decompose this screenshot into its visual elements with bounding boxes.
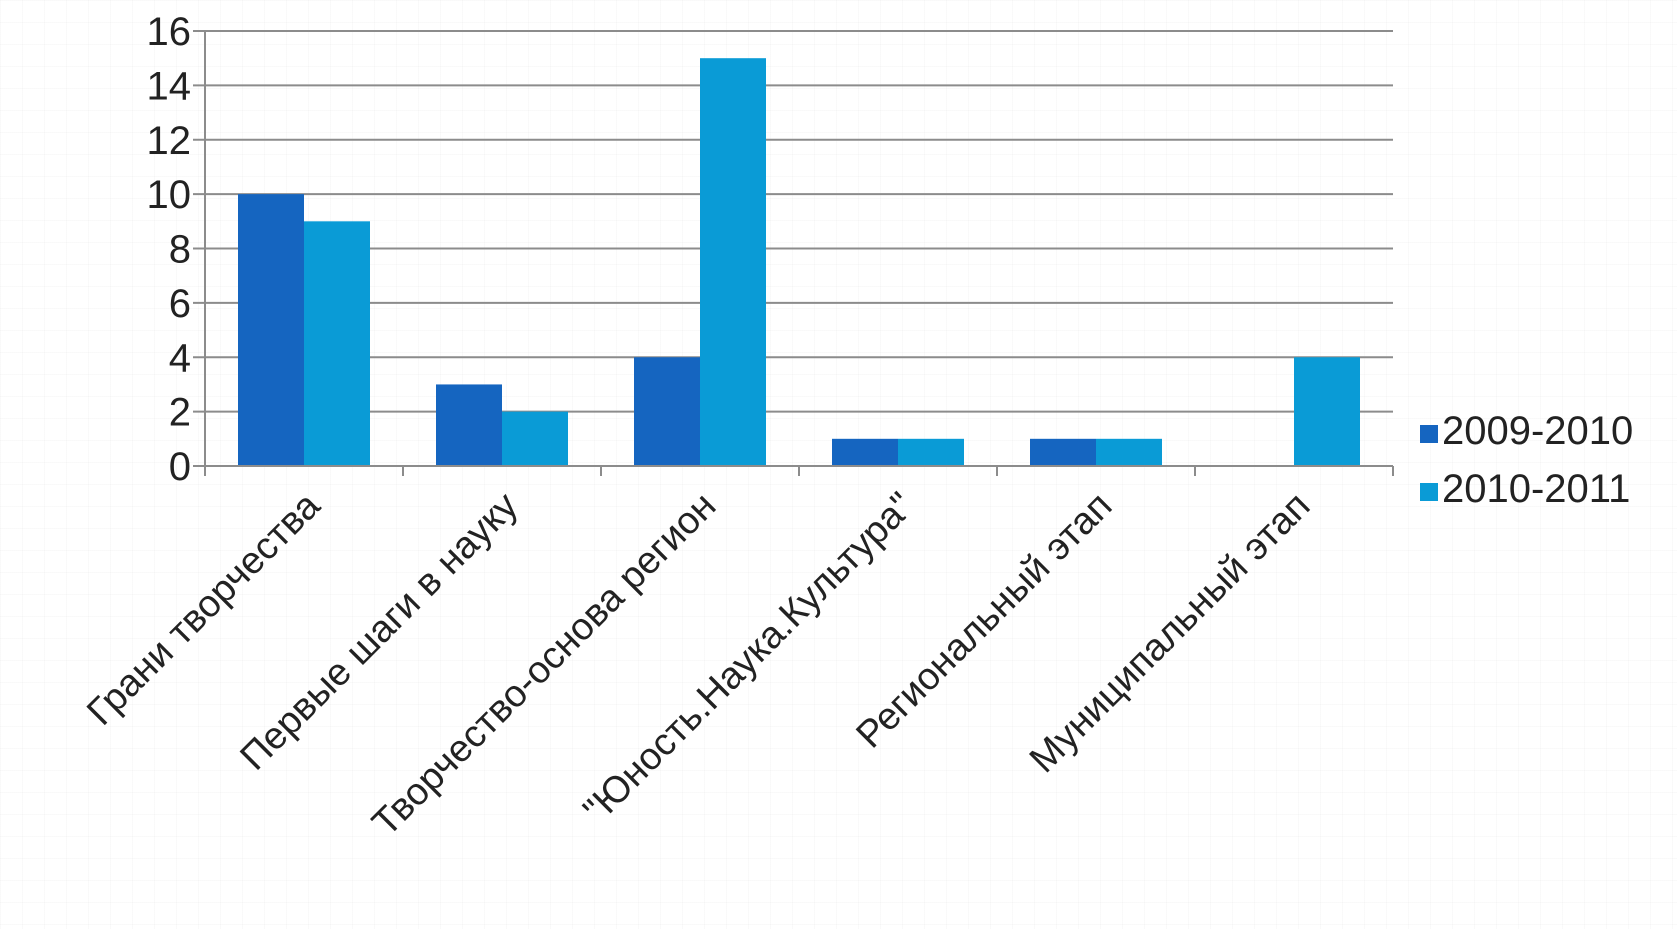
bar-2010-2011-4 xyxy=(898,438,964,466)
y-tick-labels: 0 2 4 6 8 10 12 14 16 xyxy=(147,10,192,489)
legend-swatch xyxy=(1420,483,1438,501)
bar-2010-2011-6 xyxy=(1294,357,1360,466)
y-tick-label: 10 xyxy=(147,173,192,217)
legend-label: 2010-2011 xyxy=(1442,467,1630,511)
y-tick-label: 4 xyxy=(169,336,191,380)
bar-2010-2011-1 xyxy=(304,221,370,466)
y-tick-label: 12 xyxy=(147,119,192,163)
y-tick-label: 6 xyxy=(169,282,191,326)
legend-label: 2009-2010 xyxy=(1442,409,1633,453)
y-tick-label: 0 xyxy=(169,445,191,489)
gridlines xyxy=(205,30,1393,413)
category-label: "Юность.Наука.Культура" xyxy=(576,485,923,832)
axes xyxy=(193,30,1394,476)
bar-2009-2010-2 xyxy=(436,384,502,466)
bar-2010-2011-5 xyxy=(1096,438,1162,466)
bar-2009-2010-3 xyxy=(634,357,700,466)
y-tick-label: 16 xyxy=(147,10,192,54)
y-tick-label: 14 xyxy=(147,64,192,108)
legend-swatch xyxy=(1420,425,1438,443)
y-tick-label: 2 xyxy=(169,391,191,435)
bar-2009-2010-1 xyxy=(238,194,304,466)
bars xyxy=(238,58,1360,466)
category-label: Творчество-основа регион xyxy=(365,485,725,845)
legend: 2009-2010 2010-2011 xyxy=(1420,409,1633,511)
bar-2010-2011-2 xyxy=(502,411,568,466)
bar-2009-2010-5 xyxy=(1030,438,1096,466)
bar-2009-2010-4 xyxy=(832,438,898,466)
y-tick-label: 8 xyxy=(169,228,191,272)
bar-2010-2011-3 xyxy=(700,58,766,466)
